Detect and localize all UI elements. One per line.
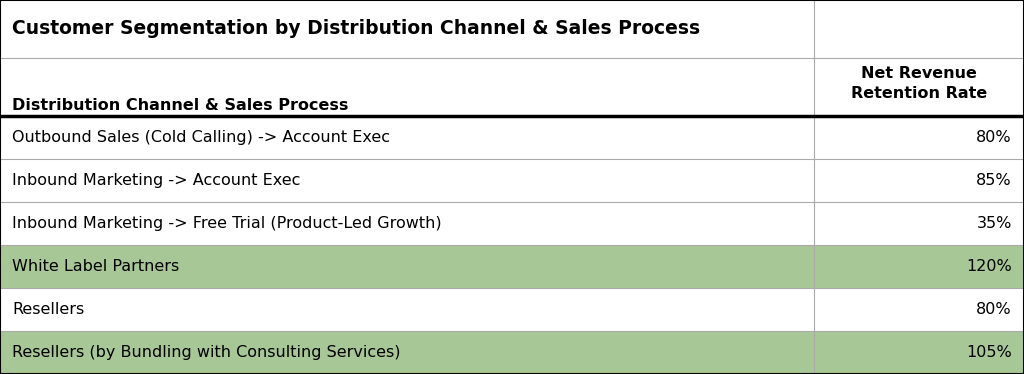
Bar bbox=[0, 159, 1024, 202]
Text: White Label Partners: White Label Partners bbox=[12, 259, 179, 274]
Text: 105%: 105% bbox=[966, 345, 1012, 360]
Text: Outbound Sales (Cold Calling) -> Account Exec: Outbound Sales (Cold Calling) -> Account… bbox=[12, 130, 390, 145]
Text: 35%: 35% bbox=[976, 216, 1012, 231]
Text: Distribution Channel & Sales Process: Distribution Channel & Sales Process bbox=[12, 98, 348, 113]
Bar bbox=[0, 288, 1024, 331]
Text: 80%: 80% bbox=[976, 130, 1012, 145]
Text: 85%: 85% bbox=[976, 173, 1012, 188]
Bar bbox=[0, 0, 1024, 58]
Text: Inbound Marketing -> Free Trial (Product-Led Growth): Inbound Marketing -> Free Trial (Product… bbox=[12, 216, 442, 231]
Text: Resellers (by Bundling with Consulting Services): Resellers (by Bundling with Consulting S… bbox=[12, 345, 400, 360]
Text: Net Revenue
Retention Rate: Net Revenue Retention Rate bbox=[851, 66, 987, 101]
Text: Resellers: Resellers bbox=[12, 302, 85, 317]
Text: Inbound Marketing -> Account Exec: Inbound Marketing -> Account Exec bbox=[12, 173, 301, 188]
Bar bbox=[0, 202, 1024, 245]
Text: Customer Segmentation by Distribution Channel & Sales Process: Customer Segmentation by Distribution Ch… bbox=[12, 19, 700, 39]
Bar bbox=[0, 331, 1024, 374]
Text: 80%: 80% bbox=[976, 302, 1012, 317]
Bar bbox=[0, 58, 1024, 116]
Text: 120%: 120% bbox=[966, 259, 1012, 274]
Bar bbox=[0, 116, 1024, 159]
Bar bbox=[0, 245, 1024, 288]
